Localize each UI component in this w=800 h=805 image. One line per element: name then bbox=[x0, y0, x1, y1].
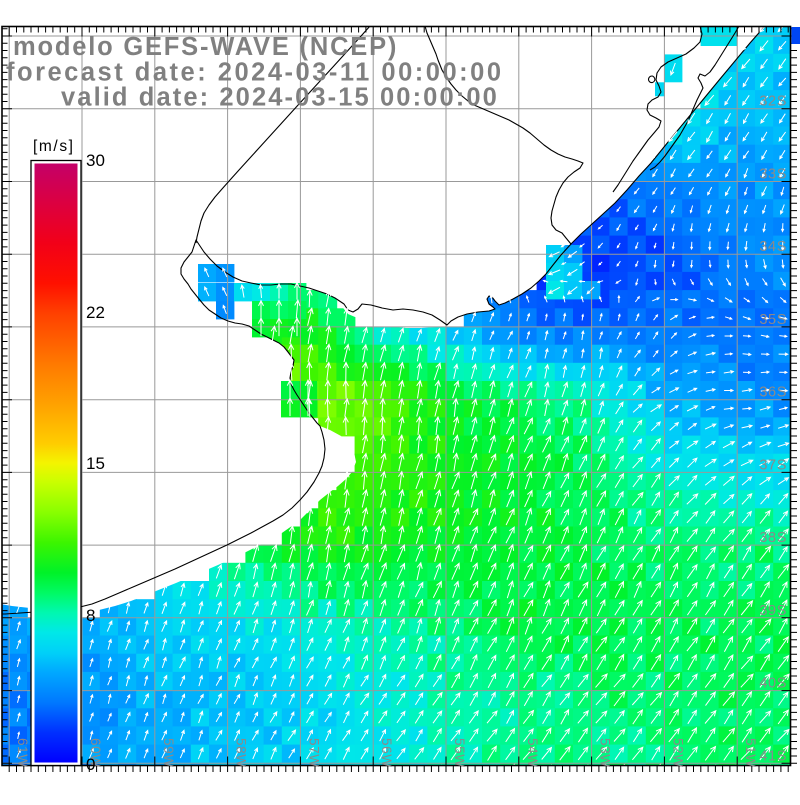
svg-text:32S: 32S bbox=[759, 94, 787, 110]
svg-text:22: 22 bbox=[86, 303, 105, 322]
svg-text:61W: 61W bbox=[15, 738, 30, 768]
svg-text:valid date: 2024-03-15 00:00:0: valid date: 2024-03-15 00:00:00 bbox=[61, 84, 499, 112]
svg-text:39S: 39S bbox=[759, 603, 787, 619]
svg-text:51W: 51W bbox=[743, 738, 758, 768]
svg-text:35S: 35S bbox=[759, 312, 787, 328]
svg-text:57W: 57W bbox=[306, 738, 321, 768]
svg-text:30: 30 bbox=[86, 151, 105, 170]
svg-text:52W: 52W bbox=[670, 738, 685, 768]
svg-text:forecast date: 2024-03-11 00:0: forecast date: 2024-03-11 00:00:00 bbox=[6, 59, 504, 87]
svg-text:60W: 60W bbox=[88, 738, 103, 768]
svg-text:33S: 33S bbox=[759, 167, 787, 183]
svg-text:[m/s]: [m/s] bbox=[33, 138, 75, 155]
svg-text:15: 15 bbox=[86, 454, 105, 473]
svg-text:36S: 36S bbox=[759, 385, 787, 401]
svg-text:53W: 53W bbox=[598, 738, 613, 768]
svg-text:40S: 40S bbox=[759, 676, 787, 692]
svg-text:41S: 41S bbox=[759, 748, 787, 764]
svg-text:8: 8 bbox=[86, 606, 95, 625]
svg-text:54W: 54W bbox=[525, 738, 540, 768]
svg-text:37S: 37S bbox=[759, 457, 787, 473]
svg-text:59W: 59W bbox=[161, 738, 176, 768]
svg-text:34S: 34S bbox=[759, 239, 787, 255]
svg-text:56W: 56W bbox=[379, 738, 394, 768]
svg-text:modelo GEFS-WAVE (NCEP): modelo GEFS-WAVE (NCEP) bbox=[13, 33, 398, 61]
svg-text:58W: 58W bbox=[234, 738, 249, 768]
svg-text:38S: 38S bbox=[759, 530, 787, 546]
svg-text:0: 0 bbox=[86, 755, 95, 774]
svg-text:55W: 55W bbox=[452, 738, 467, 768]
